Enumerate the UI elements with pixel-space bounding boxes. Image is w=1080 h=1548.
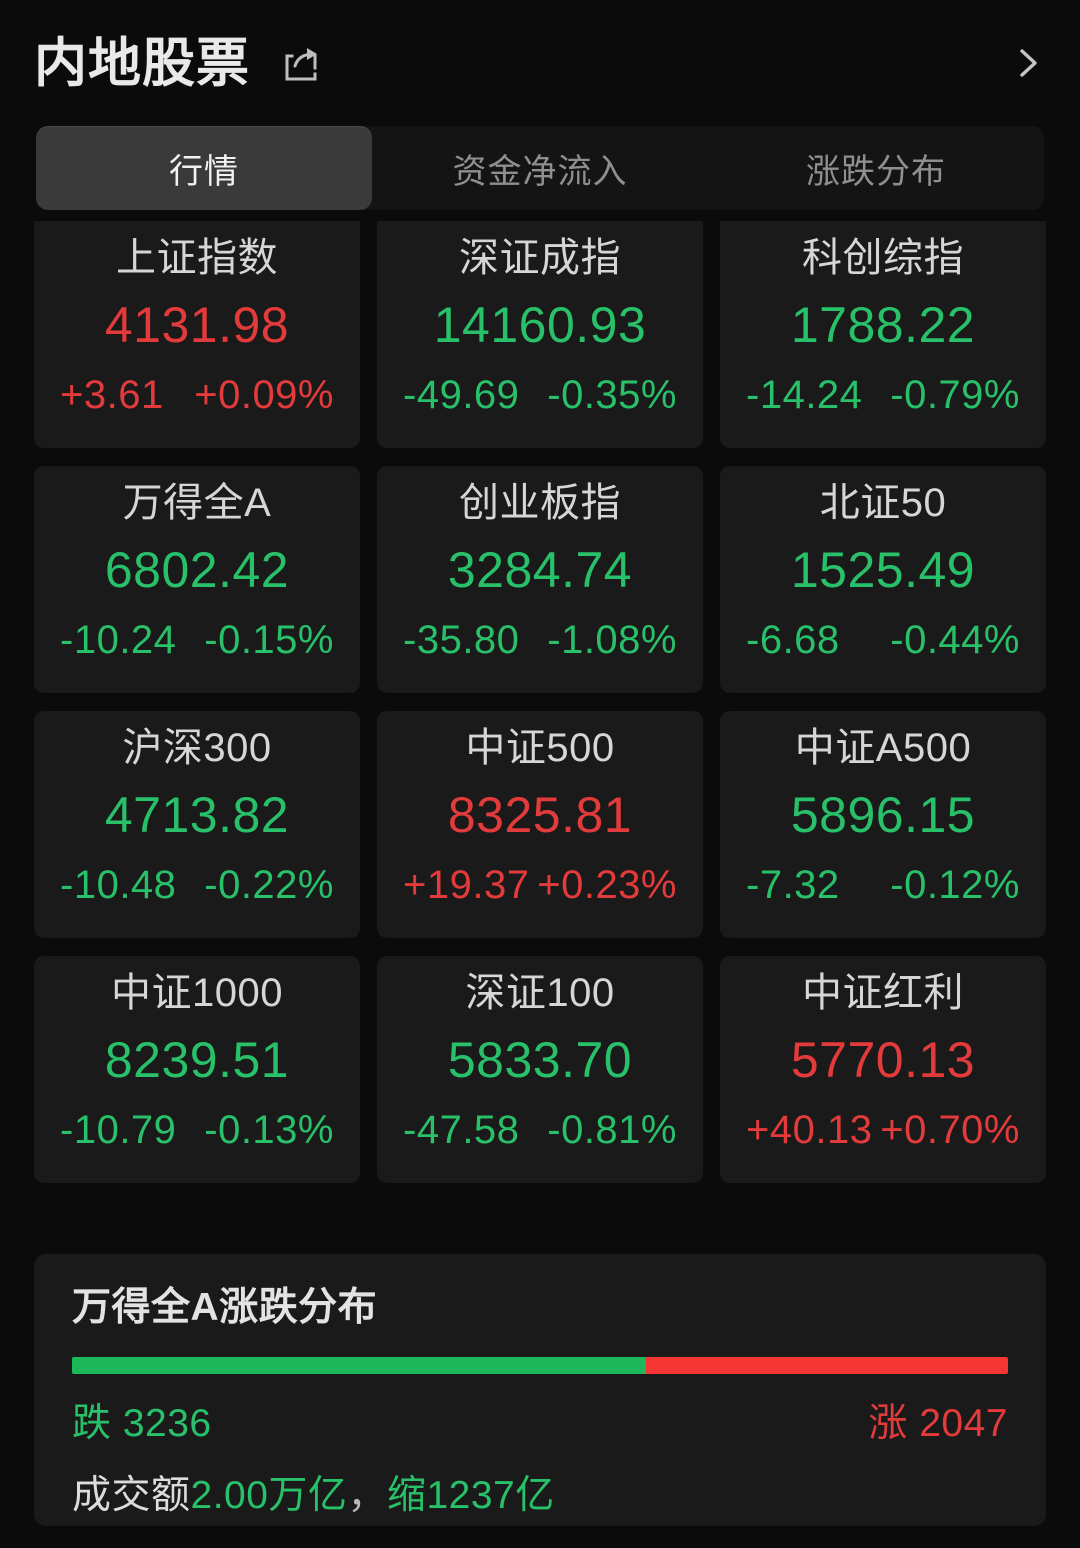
index-price: 8239.51	[104, 1032, 290, 1089]
index-price: 6802.42	[104, 542, 290, 599]
turnover-row: 成交额2.00万亿，缩1237亿	[72, 1476, 1008, 1515]
index-name: 创业板指	[459, 481, 621, 525]
index-percent: -0.79%	[890, 373, 1020, 418]
index-price: 4713.82	[104, 787, 290, 844]
index-price: 5833.70	[447, 1032, 633, 1089]
index-deltas: -10.48 -0.22%	[34, 863, 360, 908]
index-price: 8325.81	[447, 787, 633, 844]
index-change: -47.58	[403, 1108, 520, 1153]
index-percent: +0.23%	[537, 863, 677, 908]
index-deltas: -35.80 -1.08%	[377, 618, 703, 663]
index-change: -35.80	[403, 618, 520, 663]
index-card[interactable]: 中证红利 5770.13 +40.13 +0.70%	[720, 956, 1046, 1183]
index-percent: -0.35%	[547, 373, 677, 418]
advancers-count: 涨 2047	[868, 1402, 1008, 1445]
index-deltas: -10.79 -0.13%	[34, 1108, 360, 1153]
index-deltas: -10.24 -0.15%	[34, 618, 360, 663]
breadth-counts: 跌 3236 涨 2047	[72, 1404, 1008, 1443]
index-name: 上证指数	[116, 236, 278, 280]
index-price: 4131.98	[104, 297, 290, 354]
breadth-bar-advancers	[645, 1357, 1008, 1374]
breadth-title: 万得全A涨跌分布	[72, 1286, 378, 1329]
index-price: 5896.15	[790, 787, 976, 844]
index-card[interactable]: 上证指数 4131.98 +3.61 +0.09%	[34, 221, 360, 448]
decliners-count: 跌 3236	[72, 1402, 212, 1445]
breadth-bar-decliners	[72, 1357, 646, 1374]
chevron-right-icon[interactable]	[1006, 41, 1050, 85]
index-change: -6.68	[746, 618, 840, 663]
index-change: -10.24	[60, 618, 177, 663]
index-card[interactable]: 中证1000 8239.51 -10.79 -0.13%	[34, 956, 360, 1183]
index-card[interactable]: 创业板指 3284.74 -35.80 -1.08%	[377, 466, 703, 693]
index-price: 5770.13	[790, 1032, 976, 1089]
index-change: -49.69	[403, 373, 520, 418]
index-percent: -0.12%	[890, 863, 1020, 908]
index-card[interactable]: 沪深300 4713.82 -10.48 -0.22%	[34, 711, 360, 938]
tab-net-capital-inflow[interactable]: 资金净流入	[452, 152, 628, 191]
index-percent: -1.08%	[547, 618, 677, 663]
index-deltas: -47.58 -0.81%	[377, 1108, 703, 1153]
index-deltas: +3.61 +0.09%	[34, 373, 360, 418]
index-card[interactable]: 深证100 5833.70 -47.58 -0.81%	[377, 956, 703, 1183]
index-name: 沪深300	[122, 726, 272, 770]
index-name: 中证红利	[802, 971, 964, 1015]
index-percent: -0.15%	[204, 618, 334, 663]
index-percent: -0.44%	[890, 618, 1020, 663]
index-deltas: -7.32 -0.12%	[720, 863, 1046, 908]
page-title: 内地股票	[34, 33, 250, 93]
index-card[interactable]: 科创综指 1788.22 -14.24 -0.79%	[720, 221, 1046, 448]
index-name: 深证100	[465, 971, 615, 1015]
index-change: -10.79	[60, 1108, 177, 1153]
index-change: -7.32	[746, 863, 840, 908]
index-price: 1788.22	[790, 297, 976, 354]
index-card[interactable]: 中证A500 5896.15 -7.32 -0.12%	[720, 711, 1046, 938]
index-deltas: +40.13 +0.70%	[720, 1108, 1046, 1153]
index-price: 3284.74	[447, 542, 633, 599]
index-change: -14.24	[746, 373, 863, 418]
turnover-change: 缩1237亿	[386, 1474, 555, 1517]
turnover-separator: ，	[347, 1474, 387, 1517]
index-deltas: -49.69 -0.35%	[377, 373, 703, 418]
index-price: 1525.49	[790, 542, 976, 599]
index-card[interactable]: 万得全A 6802.42 -10.24 -0.15%	[34, 466, 360, 693]
index-percent: +0.09%	[194, 373, 334, 418]
index-name: 科创综指	[802, 236, 964, 280]
index-percent: -0.13%	[204, 1108, 334, 1153]
index-deltas: -14.24 -0.79%	[720, 373, 1046, 418]
tab-quotes[interactable]: 行情	[36, 126, 372, 210]
index-name: 中证A500	[794, 726, 972, 770]
tab-bar: 行情 资金净流入 涨跌分布	[36, 126, 1044, 210]
index-card[interactable]: 北证50 1525.49 -6.68 -0.44%	[720, 466, 1046, 693]
breadth-panel[interactable]: 万得全A涨跌分布 跌 3236 涨 2047 成交额2.00万亿，缩1237亿	[34, 1254, 1046, 1526]
share-icon[interactable]	[278, 42, 324, 88]
index-percent: -0.22%	[204, 863, 334, 908]
index-name: 中证1000	[111, 971, 283, 1015]
header: 内地股票	[0, 0, 1080, 126]
index-change: -10.48	[60, 863, 177, 908]
index-name: 北证50	[819, 481, 947, 525]
index-change: +40.13	[746, 1108, 873, 1153]
index-name: 万得全A	[122, 481, 272, 525]
breadth-bar	[72, 1357, 1008, 1374]
index-percent: -0.81%	[547, 1108, 677, 1153]
index-deltas: +19.37 +0.23%	[377, 863, 703, 908]
tab-advance-decline[interactable]: 涨跌分布	[806, 152, 946, 191]
index-change: +3.61	[60, 373, 164, 418]
index-card-grid: 上证指数 4131.98 +3.61 +0.09% 深证成指 14160.93 …	[34, 221, 1046, 1236]
index-price: 14160.93	[433, 297, 647, 354]
turnover-value: 2.00万亿	[190, 1474, 348, 1517]
turnover-label: 成交额	[72, 1474, 191, 1517]
index-percent: +0.70%	[880, 1108, 1020, 1153]
index-card[interactable]: 深证成指 14160.93 -49.69 -0.35%	[377, 221, 703, 448]
index-card[interactable]: 中证500 8325.81 +19.37 +0.23%	[377, 711, 703, 938]
index-name: 中证500	[465, 726, 615, 770]
index-change: +19.37	[403, 863, 530, 908]
index-deltas: -6.68 -0.44%	[720, 618, 1046, 663]
index-name: 深证成指	[459, 236, 621, 280]
